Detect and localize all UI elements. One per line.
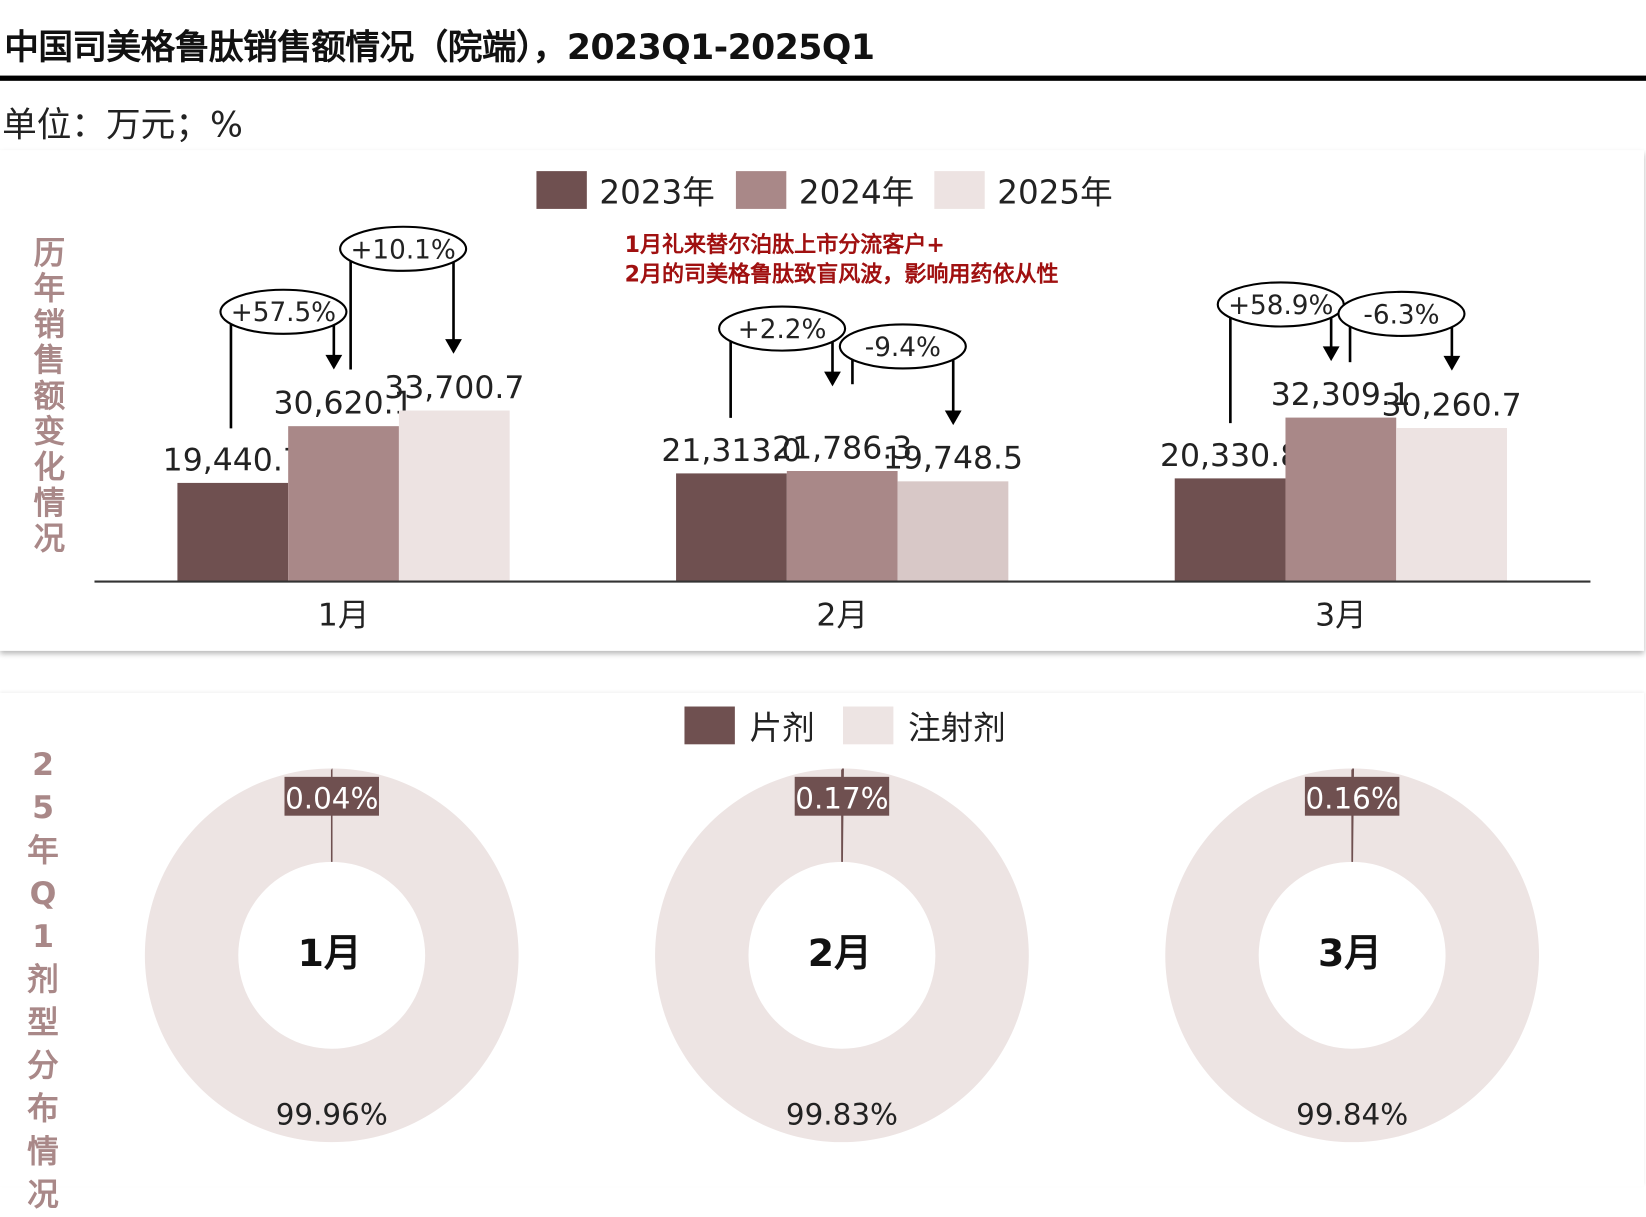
bar-2023年-1月 — [177, 482, 289, 582]
legend-swatch-2025年 — [934, 171, 985, 209]
donut-center-label-2月: 2月 — [808, 931, 872, 975]
legend-swatch-片剂 — [684, 706, 735, 745]
injection-pct-label-3月: 99.84% — [1296, 1097, 1408, 1131]
arrow-down-icon — [1443, 355, 1461, 371]
legend-label-片剂: 片剂 — [750, 709, 815, 747]
data-label-2025年-2月: 19,748.5 — [883, 441, 1023, 477]
bar-2023年-2月 — [676, 473, 787, 582]
donut-center-label-1月: 1月 — [298, 931, 362, 975]
annotation-line-1: 1月礼来替尔泊肽上市分流客户+ — [625, 232, 945, 258]
injection-pct-label-2月: 99.83% — [786, 1097, 898, 1131]
data-label-2023年-1月: 19,440.7 — [163, 442, 303, 478]
tablet-label-box — [284, 776, 379, 816]
growth-label-2-0: +58.9% — [1228, 291, 1333, 321]
arrow-down-icon — [1322, 346, 1340, 362]
growth-bubble-1-0 — [718, 305, 847, 352]
bar-2025年-2月 — [897, 481, 1009, 582]
bar-2025年-1月 — [398, 410, 510, 582]
growth-label-1-1: -9.4% — [865, 333, 941, 363]
tablet-label-box — [1304, 776, 1400, 816]
growth-label-0-0: +57.5% — [231, 298, 336, 328]
growth-label-2-1: -6.3% — [1363, 300, 1439, 330]
legend-swatch-2023年 — [536, 171, 587, 209]
bar-2024年-3月 — [1285, 417, 1397, 582]
donut-center-label-3月: 3月 — [1318, 931, 1382, 975]
arrow-down-icon — [445, 339, 462, 354]
page-title: 中国司美格鲁肽销售额情况（院端），2023Q1-2025Q1 — [4, 26, 875, 68]
bar-2024年-1月 — [288, 426, 399, 582]
chart-canvas: 2023年 2024年 2025年 19,440.7 30,620.133,700.7 1… — [94, 171, 1591, 1143]
donut-slice-injection-2月 — [655, 768, 1029, 1143]
tablet-pct-label-2月: 0.17% — [795, 781, 888, 815]
arrow-down-icon — [944, 410, 962, 426]
legend-label-2023年: 2023年 — [599, 174, 714, 212]
data-label-2024年-2月: 21,786.3 — [772, 430, 912, 466]
annotation-line-2: 2月的司美格鲁肽致盲风波，影响用药依从性 — [625, 261, 1059, 287]
injection-pct-label-1月: 99.96% — [276, 1097, 388, 1131]
growth-bubble-2-1 — [1337, 290, 1466, 337]
tablet-pct-label-3月: 0.16% — [1305, 781, 1398, 815]
tablet-label-box — [794, 776, 890, 816]
data-label-2024年-3月: 32,309.1 — [1271, 377, 1411, 413]
infographic: 中国司美格鲁肽销售额情况（院端），2023Q1-2025Q1 单位：万元；% 历… — [0, 26, 1646, 1214]
data-label-2025年-3月: 30,260.7 — [1382, 387, 1522, 423]
category-label-1月: 1月 — [318, 598, 370, 634]
legend-label-2025年: 2025年 — [997, 174, 1112, 212]
bar-2024年-2月 — [786, 471, 898, 582]
data-label-2024年-1月: 30,620.1 — [273, 386, 413, 422]
growth-bubble-0-1 — [339, 225, 468, 272]
legend-swatch-2024年 — [735, 171, 787, 209]
arrow-down-icon — [824, 371, 841, 387]
tablet-pct-label-1月: 0.04% — [285, 781, 378, 815]
bar-2025年-3月 — [1396, 427, 1507, 582]
unit-label: 单位：万元；% — [2, 103, 243, 145]
growth-label-0-1: +10.1% — [350, 235, 455, 265]
category-label-3月: 3月 — [1315, 598, 1367, 634]
donut-slice-injection-1月 — [144, 768, 519, 1143]
bar-2023年-3月 — [1174, 478, 1286, 582]
data-label-2023年-3月: 20,330.8 — [1160, 438, 1300, 474]
bar-side-label: 历年销售额变化情况 — [33, 235, 66, 558]
growth-bubble-1-1 — [838, 323, 967, 370]
data-label-2025年-1月: 33,700.7 — [384, 370, 524, 406]
donut-slice-injection-3月 — [1165, 768, 1540, 1143]
category-label-2月: 2月 — [816, 598, 868, 634]
legend-label-注射剂: 注射剂 — [908, 709, 1006, 747]
growth-label-1-0: +2.2% — [738, 315, 827, 345]
title-rule — [0, 75, 1646, 81]
legend-swatch-注射剂 — [842, 706, 894, 745]
data-label-2023年-2月: 21,313.0 — [661, 433, 801, 469]
legend-label-2024年: 2024年 — [799, 174, 914, 212]
growth-bubble-0-0 — [219, 288, 348, 335]
arrow-down-icon — [325, 354, 343, 370]
